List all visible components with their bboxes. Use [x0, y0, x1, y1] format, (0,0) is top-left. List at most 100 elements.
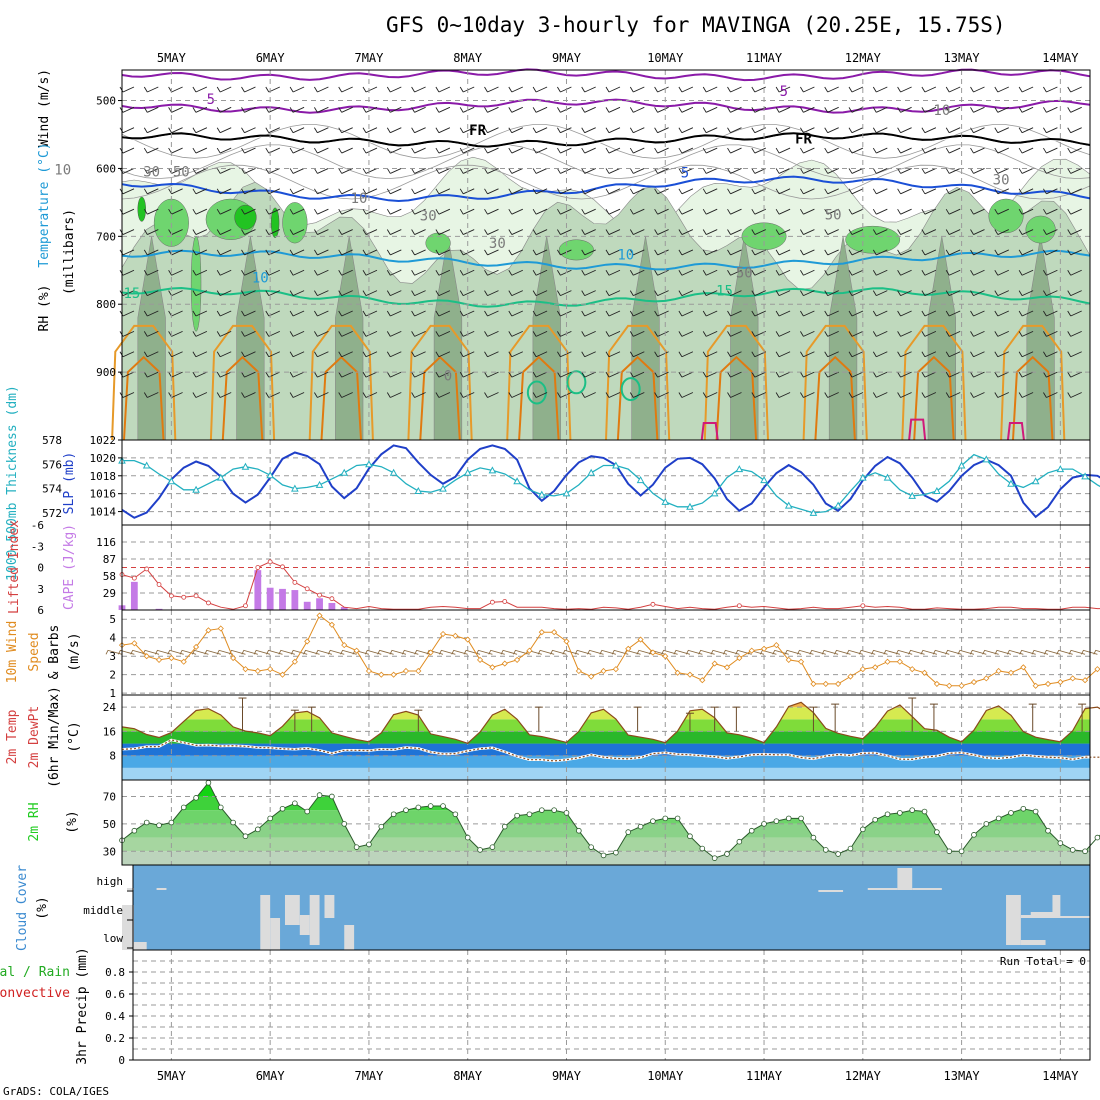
wind-barb	[289, 127, 305, 134]
legend-total-rain: Total / Rain	[0, 965, 70, 980]
ylabel-rh2m: 2m RH	[27, 802, 42, 841]
slp-tick-label: 1022	[90, 434, 117, 447]
wind-barb	[532, 86, 548, 93]
thickness-point	[291, 484, 299, 492]
rh2m-point	[650, 818, 656, 824]
wind-barb	[532, 208, 548, 215]
wind-barb	[921, 249, 937, 256]
wind-speed-point	[217, 625, 224, 632]
wind-barb	[362, 106, 378, 113]
li-point	[131, 575, 137, 581]
wind-barb	[386, 127, 402, 134]
wind-barb	[315, 649, 333, 655]
ylabel-wind10m-line1: 10m Wind	[5, 621, 20, 684]
wind-barb	[241, 229, 256, 235]
ylabel-temperature: Temperature (°C)	[37, 142, 52, 267]
cloud-middle	[1030, 912, 1056, 918]
cloud-low	[1006, 895, 1021, 945]
rh2m-point	[687, 833, 693, 840]
wind-speed-point	[1044, 680, 1052, 687]
temp-band	[122, 743, 1090, 756]
wind-barb	[550, 649, 567, 655]
thickness-point	[661, 497, 670, 505]
wind-barb	[824, 229, 839, 235]
wind-barb	[678, 351, 694, 358]
contour-label: 30	[420, 209, 437, 225]
wind-speed-point	[402, 667, 410, 675]
wind-barb	[581, 168, 596, 174]
wind-speed-point	[476, 656, 484, 663]
rh2m-point	[329, 793, 335, 800]
wind-barb	[192, 127, 208, 134]
wind-speed-point	[995, 667, 1002, 675]
rh2m-point	[1008, 810, 1014, 816]
wind-barb	[411, 290, 426, 297]
wind-barb	[605, 188, 621, 195]
temp-contour-darkorange	[616, 355, 659, 441]
wind-speed-point	[415, 667, 422, 675]
wind-speed-point	[267, 666, 274, 673]
ylabel-wind: Wind (m/s)	[37, 69, 52, 147]
rh2m-point	[255, 826, 261, 833]
temp-contour-orange	[703, 324, 769, 441]
wind-barb	[241, 330, 256, 337]
wind-barb	[629, 269, 645, 276]
wind-barb	[338, 249, 353, 256]
rh2m-point	[773, 818, 780, 824]
wind-barb	[654, 330, 669, 337]
wind-barb	[338, 86, 353, 93]
wind-barb	[362, 351, 378, 358]
rh2m-point	[563, 810, 570, 816]
wind-barb	[921, 147, 937, 154]
wind-barb	[216, 86, 232, 93]
wind-barb	[557, 249, 572, 256]
li-point	[860, 603, 866, 609]
wind-barb	[377, 649, 394, 655]
wind-barb	[143, 147, 159, 154]
wind-barb	[1018, 310, 1034, 317]
thickness-point	[784, 501, 793, 509]
wind-speed-point	[230, 654, 237, 662]
wind-barb	[314, 208, 329, 215]
rh2m-point	[378, 823, 385, 830]
li-point	[243, 603, 248, 609]
wind-barb	[883, 649, 900, 655]
wind-barb	[386, 290, 402, 297]
wind-barb	[751, 147, 766, 154]
wind-speed-point	[1032, 682, 1039, 689]
rh2m-point	[156, 822, 162, 829]
rh2m-point	[341, 821, 348, 827]
rh2m-point	[699, 845, 706, 852]
wind-barb	[800, 371, 815, 378]
wind-barb	[1043, 229, 1058, 235]
wind-barb	[678, 371, 694, 378]
wind-speed-point	[662, 653, 669, 660]
wind-barb	[605, 269, 621, 276]
wind-barb	[338, 106, 353, 113]
wind-speed-point	[835, 680, 842, 687]
wind-barb	[459, 188, 475, 195]
wind-speed-point	[254, 667, 261, 675]
wind-barb	[897, 290, 912, 297]
wind-barb	[654, 86, 669, 93]
wind-barb	[537, 649, 555, 655]
contour-label: 15	[716, 283, 733, 299]
wind-barb	[702, 249, 718, 256]
wind-barb	[338, 392, 353, 398]
wind-barb	[921, 310, 937, 317]
wind-barb	[1067, 290, 1082, 297]
temp-contour-magenta	[1006, 422, 1025, 441]
wind-barb	[970, 310, 985, 317]
wind-barb	[290, 649, 308, 655]
wind-barb	[411, 208, 426, 215]
cape-tick-label: 116	[96, 536, 116, 549]
wind-barb	[581, 229, 596, 235]
wind-barb	[581, 330, 596, 337]
wind-barb	[1067, 269, 1082, 276]
y-tick-label: 600	[96, 162, 116, 175]
wind-barb	[435, 229, 451, 235]
thickness-point	[192, 485, 200, 493]
wind-barb	[775, 249, 791, 256]
wind-barb	[994, 147, 1009, 154]
temp-contour-teal-cell	[526, 380, 547, 405]
